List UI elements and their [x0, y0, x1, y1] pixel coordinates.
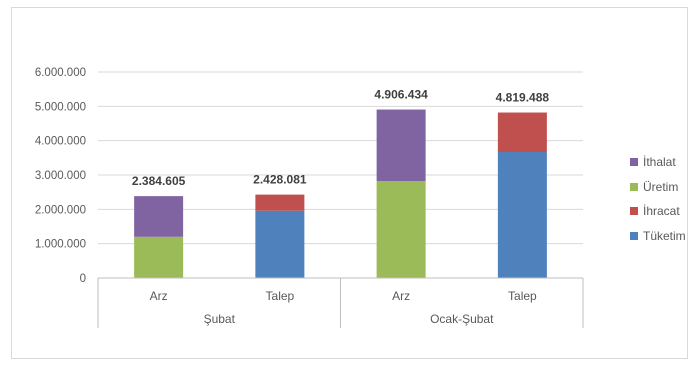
legend-item: Üretim [630, 175, 695, 200]
x-group-label: Şubat [204, 312, 236, 326]
bar-segment [376, 181, 426, 278]
legend-label: İhracat [643, 204, 680, 219]
y-tick-label: 1.000.000 [35, 239, 86, 251]
bar-segment [497, 112, 547, 152]
bar-segment [255, 210, 305, 278]
bar-segment [134, 196, 184, 237]
legend-swatch [630, 158, 638, 167]
y-tick-label: 6.000.000 [35, 67, 86, 79]
data-label: 2.428.081 [253, 173, 307, 187]
legend-item: Tüketim [630, 224, 695, 249]
legend-label: İthalat [643, 155, 676, 170]
bar-segment [134, 236, 184, 278]
bar-segment [497, 151, 547, 278]
x-group-label: Ocak-Şubat [430, 312, 494, 326]
legend-swatch [630, 182, 638, 191]
y-tick-label: 4.000.000 [35, 136, 86, 148]
x-category-label: Talep [508, 289, 537, 303]
y-tick-label: 2.000.000 [35, 204, 86, 216]
bar-segment [376, 109, 426, 182]
y-tick-label: 3.000.000 [35, 170, 86, 182]
y-tick-label: 0 [80, 273, 86, 285]
legend-swatch [630, 231, 638, 240]
plot-area: 0 1.000.000 2.000.000 3.000.000 4.000.000 5.0… [35, 67, 584, 328]
legend-label: Üretim [643, 179, 679, 194]
chart-frame: 0 1.000.000 2.000.000 3.000.000 4.000.000 5.0… [11, 7, 688, 359]
x-category-label: Talep [266, 289, 295, 303]
y-tick-label: 5.000.000 [35, 101, 86, 113]
legend-item: İhracat [630, 199, 695, 224]
x-category-label: Arz [150, 289, 168, 303]
legend-label: Tüketim [643, 228, 686, 243]
data-label: 4.906.434 [374, 88, 428, 102]
data-label: 2.384.605 [132, 174, 186, 188]
legend-item: İthalat [630, 150, 695, 175]
data-label: 4.819.488 [496, 91, 550, 105]
legend: İthalat Üretim İhracat Tüketim [630, 150, 695, 248]
legend-swatch [630, 207, 638, 216]
x-category-label: Arz [392, 289, 410, 303]
bar-segment [255, 194, 305, 211]
